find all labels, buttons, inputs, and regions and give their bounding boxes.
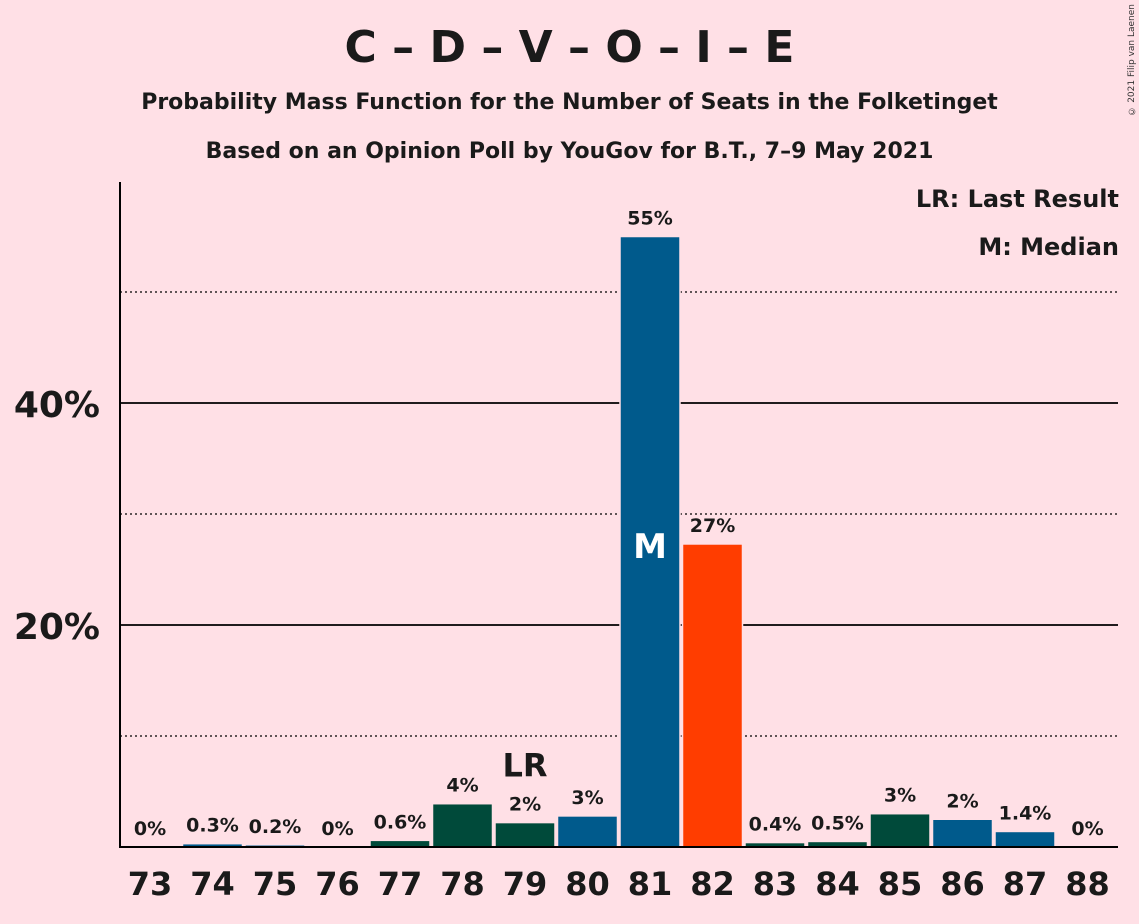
x-tick-label: 77 xyxy=(378,865,423,903)
bar-87 xyxy=(994,830,1056,848)
bar-78 xyxy=(431,802,494,848)
y-tick-label: 40% xyxy=(14,385,100,426)
x-tick-label: 86 xyxy=(940,865,985,903)
x-tick-label: 78 xyxy=(440,865,485,903)
data-label-87: 1.4% xyxy=(999,802,1052,824)
x-tick-label: 79 xyxy=(503,865,548,903)
data-label-78: 4% xyxy=(446,775,478,797)
x-tick-label: 76 xyxy=(315,865,360,903)
data-label-83: 0.4% xyxy=(749,814,802,836)
bar-79 xyxy=(494,821,556,848)
legend-last-result: LR: Last Result xyxy=(915,185,1119,213)
x-tick-label: 85 xyxy=(878,865,923,903)
chart-subtitle-source: Based on an Opinion Poll by YouGov for B… xyxy=(205,139,934,164)
x-tick-label: 73 xyxy=(128,865,173,903)
data-label-80: 3% xyxy=(571,787,603,809)
data-label-85: 3% xyxy=(884,785,916,807)
x-tick-label: 87 xyxy=(1003,865,1048,903)
chart-subtitle: Probability Mass Function for the Number… xyxy=(141,90,998,115)
bar-86 xyxy=(931,818,994,848)
data-label-73: 0% xyxy=(134,818,166,840)
data-label-82: 27% xyxy=(690,515,735,537)
x-tick-label: 84 xyxy=(815,865,860,903)
data-label-86: 2% xyxy=(946,790,978,812)
bar-85 xyxy=(869,812,931,848)
y-tick-label: 20% xyxy=(14,607,100,648)
x-tick-label: 82 xyxy=(690,865,735,903)
bar-81 xyxy=(619,235,681,848)
data-label-75: 0.2% xyxy=(249,816,302,838)
data-label-77: 0.6% xyxy=(374,811,427,833)
x-tick-label: 88 xyxy=(1065,865,1110,903)
median-marker: M xyxy=(633,527,667,567)
x-tick-label: 74 xyxy=(190,865,235,903)
data-label-74: 0.3% xyxy=(186,815,239,837)
data-label-79: 2% xyxy=(509,794,541,816)
x-tick-label: 75 xyxy=(253,865,298,903)
x-tick-label: 80 xyxy=(565,865,610,903)
x-tick-label: 81 xyxy=(628,865,673,903)
data-label-84: 0.5% xyxy=(811,812,864,834)
chart-title: C – D – V – O – I – E xyxy=(344,22,795,73)
bar-82 xyxy=(681,543,744,848)
bar-80 xyxy=(556,815,619,848)
data-label-76: 0% xyxy=(321,818,353,840)
data-label-81: 55% xyxy=(627,208,672,230)
last-result-marker: LR xyxy=(502,747,547,785)
legend-median: M: Median xyxy=(978,233,1119,261)
data-label-88: 0% xyxy=(1071,818,1103,840)
x-tick-label: 83 xyxy=(753,865,798,903)
